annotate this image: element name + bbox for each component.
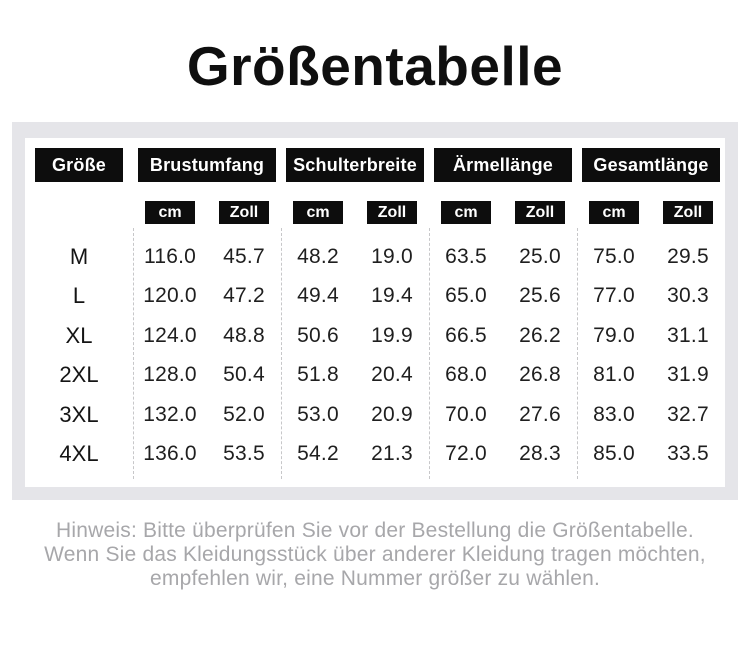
cell-value: 32.7 <box>667 402 709 426</box>
size-label: 4XL <box>59 441 99 467</box>
cell-value: 83.0 <box>593 402 635 426</box>
note-line: Hinweis: Bitte überprüfen Sie vor der Be… <box>56 519 694 542</box>
cell-value: 128.0 <box>143 363 197 387</box>
column-header-gesamtlaenge: Gesamtlänge <box>582 148 720 182</box>
column-header-aermellaenge: Ärmellänge <box>434 148 572 182</box>
table-row: 2XL 128.0 50.4 51.8 20.4 68.0 26.8 81.0 … <box>25 356 725 396</box>
cell-value: 20.4 <box>371 363 413 387</box>
cell-value: 30.3 <box>667 284 709 308</box>
cell-value: 79.0 <box>593 323 635 347</box>
unit-label-cm: cm <box>145 201 195 224</box>
cell-value: 26.8 <box>519 363 561 387</box>
cell-value: 48.2 <box>297 244 339 268</box>
column-header-groesse: Größe <box>35 148 123 182</box>
cell-value: 49.4 <box>297 284 339 308</box>
table-row: 3XL 132.0 52.0 53.0 20.9 70.0 27.6 83.0 … <box>25 395 725 435</box>
header-cell-size: Größe <box>25 148 133 182</box>
unit-cell-gesamtlaenge: cm Zoll <box>577 201 725 224</box>
cell-value: 136.0 <box>143 442 197 466</box>
cell-value: 48.8 <box>223 323 265 347</box>
cell-value: 31.9 <box>667 363 709 387</box>
cell-value: 45.7 <box>223 244 265 268</box>
cell-value: 116.0 <box>144 244 196 268</box>
cell-value: 77.0 <box>593 284 635 308</box>
unit-cell-aermellaenge: cm Zoll <box>429 201 577 224</box>
cell-value: 26.2 <box>519 323 561 347</box>
size-label: L <box>72 283 86 309</box>
column-header-brustumfang: Brustumfang <box>138 148 276 182</box>
cell-value: 20.9 <box>371 402 413 426</box>
table-row: L 120.0 47.2 49.4 19.4 65.0 25.6 77.0 30… <box>25 277 725 317</box>
column-divider <box>281 228 282 479</box>
note-line: empfehlen wir, eine Nummer größer zu wäh… <box>150 567 600 590</box>
cell-value: 25.6 <box>519 284 561 308</box>
unit-label-cm: cm <box>589 201 639 224</box>
size-label: XL <box>65 322 93 348</box>
cell-value: 53.0 <box>297 402 339 426</box>
column-divider <box>429 228 430 479</box>
cell-value: 27.6 <box>519 402 561 426</box>
cell-value: 29.5 <box>667 244 709 268</box>
cell-value: 51.8 <box>297 363 339 387</box>
cell-value: 63.5 <box>445 244 487 268</box>
column-divider <box>133 228 134 479</box>
cell-value: 33.5 <box>667 442 709 466</box>
unit-label-cm: cm <box>293 201 343 224</box>
unit-label-zoll: Zoll <box>515 201 565 224</box>
cell-value: 66.5 <box>445 323 487 347</box>
size-label: 3XL <box>59 401 99 427</box>
cell-value: 85.0 <box>593 442 635 466</box>
table-row: XL 124.0 48.8 50.6 19.9 66.5 26.2 79.0 3… <box>25 316 725 356</box>
header-cell-aermellaenge: Ärmellänge <box>429 148 577 182</box>
table-unit-row: cm Zoll cm Zoll cm Zoll cm Zoll <box>25 201 725 224</box>
cell-value: 70.0 <box>445 402 487 426</box>
column-divider <box>577 228 578 479</box>
cell-value: 124.0 <box>143 323 197 347</box>
unit-label-cm: cm <box>441 201 491 224</box>
note-line: Wenn Sie das Kleidungsstück über anderer… <box>44 543 706 566</box>
size-table: Größe Brustumfang Schulterbreite Ärmellä… <box>25 138 725 487</box>
unit-cell-brustumfang: cm Zoll <box>133 201 281 224</box>
unit-label-zoll: Zoll <box>367 201 417 224</box>
cell-value: 68.0 <box>445 363 487 387</box>
unit-label-zoll: Zoll <box>219 201 269 224</box>
cell-value: 81.0 <box>593 363 635 387</box>
cell-value: 54.2 <box>297 442 339 466</box>
cell-value: 19.0 <box>371 244 413 268</box>
size-label: M <box>69 243 89 269</box>
cell-value: 50.6 <box>297 323 339 347</box>
cell-value: 25.0 <box>519 244 561 268</box>
cell-value: 65.0 <box>445 284 487 308</box>
table-row: 4XL 136.0 53.5 54.2 21.3 72.0 28.3 85.0 … <box>25 435 725 475</box>
size-table-panel: Größe Brustumfang Schulterbreite Ärmellä… <box>12 122 738 500</box>
header-cell-schulterbreite: Schulterbreite <box>281 148 429 182</box>
unit-cell-schulterbreite: cm Zoll <box>281 201 429 224</box>
column-header-schulterbreite: Schulterbreite <box>286 148 424 182</box>
table-body: M 116.0 45.7 48.2 19.0 63.5 25.0 75.0 29… <box>25 237 725 474</box>
size-note: Hinweis: Bitte überprüfen Sie vor der Be… <box>0 519 750 591</box>
cell-value: 19.4 <box>371 284 413 308</box>
cell-value: 53.5 <box>223 442 265 466</box>
header-cell-gesamtlaenge: Gesamtlänge <box>577 148 725 182</box>
unit-label-zoll: Zoll <box>663 201 713 224</box>
size-label: 2XL <box>59 362 99 388</box>
cell-value: 50.4 <box>223 363 265 387</box>
header-cell-brustumfang: Brustumfang <box>133 148 281 182</box>
cell-value: 120.0 <box>143 284 197 308</box>
cell-value: 21.3 <box>371 442 413 466</box>
cell-value: 19.9 <box>371 323 413 347</box>
cell-value: 75.0 <box>593 244 635 268</box>
cell-value: 28.3 <box>519 442 561 466</box>
cell-value: 47.2 <box>223 284 265 308</box>
cell-value: 31.1 <box>667 323 709 347</box>
page-title: Größentabelle <box>186 35 564 97</box>
cell-value: 132.0 <box>143 402 197 426</box>
table-header-row: Größe Brustumfang Schulterbreite Ärmellä… <box>25 138 725 182</box>
cell-value: 72.0 <box>445 442 487 466</box>
table-row: M 116.0 45.7 48.2 19.0 63.5 25.0 75.0 29… <box>25 237 725 277</box>
cell-value: 52.0 <box>223 402 265 426</box>
